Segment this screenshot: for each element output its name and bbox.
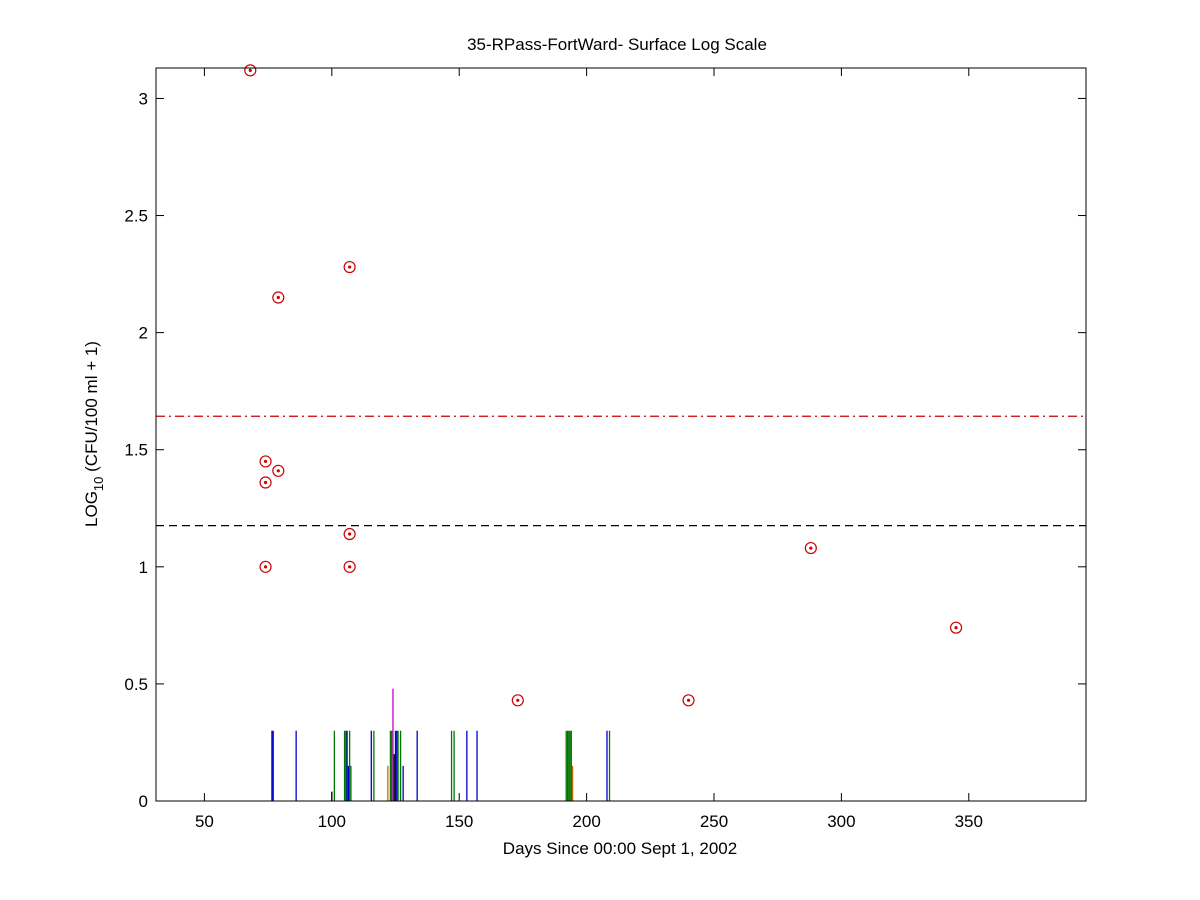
y-axis-label-suffix: (CFU/100 ml + 1) bbox=[82, 341, 101, 477]
chart-title: 35-RPass-FortWard- Surface Log Scale bbox=[467, 35, 767, 54]
data-point-center bbox=[809, 546, 813, 550]
data-point-marker bbox=[511, 694, 524, 707]
data-point-marker bbox=[244, 64, 257, 77]
data-point-marker bbox=[272, 291, 285, 304]
y-axis-label-subscript: 10 bbox=[91, 477, 106, 491]
x-axis-label: Days Since 00:00 Sept 1, 2002 bbox=[503, 839, 737, 858]
data-point-marker bbox=[259, 455, 272, 468]
y-tick-label: 0 bbox=[139, 792, 148, 811]
data-point-center bbox=[263, 459, 268, 464]
data-point-center bbox=[954, 626, 958, 630]
x-tick-label: 350 bbox=[955, 812, 983, 831]
y-tick-label: 3 bbox=[139, 89, 148, 108]
x-tick-label: 200 bbox=[572, 812, 600, 831]
x-tick-label: 50 bbox=[195, 812, 214, 831]
data-point-center bbox=[248, 68, 252, 72]
data-point-center bbox=[276, 469, 280, 473]
data-point-marker bbox=[804, 541, 817, 555]
data-point-marker bbox=[682, 694, 695, 707]
y-tick-label: 1.5 bbox=[124, 441, 148, 460]
y-tick-label: 1 bbox=[139, 558, 148, 577]
data-point-center bbox=[516, 698, 520, 702]
y-tick-label: 0.5 bbox=[124, 675, 148, 694]
x-tick-label: 100 bbox=[318, 812, 346, 831]
event-bars bbox=[271, 688, 611, 801]
y-tick-label: 2 bbox=[139, 324, 148, 343]
y-axis-label-prefix: LOG bbox=[82, 491, 101, 527]
y-tick-label: 2.5 bbox=[124, 207, 148, 226]
data-point-marker bbox=[343, 260, 356, 274]
data-point-center bbox=[348, 265, 352, 269]
data-point-center bbox=[348, 532, 352, 536]
data-point-marker bbox=[272, 464, 285, 477]
data-point-center bbox=[276, 295, 280, 300]
data-point-marker bbox=[343, 560, 356, 573]
data-point-center bbox=[686, 698, 691, 702]
x-tick-label: 150 bbox=[445, 812, 473, 831]
data-point-marker bbox=[259, 476, 272, 489]
data-point-center bbox=[263, 565, 268, 569]
x-tick-label: 300 bbox=[827, 812, 855, 831]
data-points bbox=[244, 64, 963, 707]
data-point-center bbox=[348, 565, 352, 569]
y-axis-label: LOG10 (CFU/100 ml + 1) bbox=[82, 341, 106, 527]
reference-lines bbox=[156, 415, 1086, 527]
axes: 50 100 150 200 250 300 350 0 0.5 1 1.5 2 2.5 3 bbox=[124, 68, 1086, 831]
data-point-marker bbox=[259, 560, 272, 573]
plot-area-frame bbox=[155, 67, 1087, 802]
data-point-center bbox=[263, 480, 268, 485]
data-point-marker bbox=[949, 621, 963, 634]
data-point-marker bbox=[343, 527, 356, 541]
x-tick-label: 250 bbox=[700, 812, 728, 831]
